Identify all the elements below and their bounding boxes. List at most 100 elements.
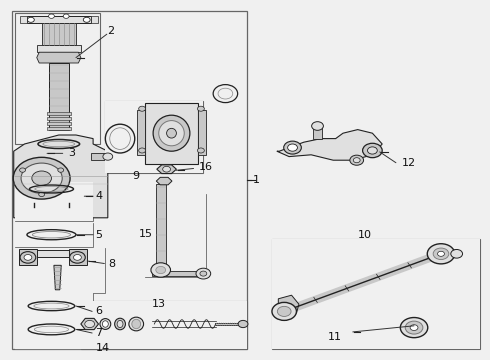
Polygon shape — [47, 112, 71, 115]
Text: 5: 5 — [96, 230, 102, 240]
Circle shape — [63, 14, 69, 18]
Circle shape — [200, 271, 207, 276]
Polygon shape — [47, 122, 71, 125]
Circle shape — [85, 320, 95, 328]
Polygon shape — [441, 248, 457, 259]
Text: 16: 16 — [198, 162, 213, 172]
Circle shape — [58, 168, 64, 172]
Circle shape — [13, 157, 70, 199]
Polygon shape — [91, 153, 110, 160]
Bar — [272, 239, 480, 349]
Polygon shape — [157, 165, 176, 174]
Polygon shape — [37, 52, 81, 63]
Circle shape — [21, 163, 62, 193]
Circle shape — [451, 249, 463, 258]
Circle shape — [350, 155, 364, 165]
Circle shape — [32, 171, 51, 185]
Circle shape — [70, 252, 85, 263]
Circle shape — [39, 192, 45, 197]
Polygon shape — [27, 16, 91, 23]
Text: 2: 2 — [107, 26, 114, 36]
Bar — [15, 182, 93, 221]
Bar — [145, 194, 206, 277]
Polygon shape — [215, 323, 243, 325]
Circle shape — [27, 17, 34, 22]
Polygon shape — [19, 249, 37, 265]
Circle shape — [405, 321, 423, 334]
Ellipse shape — [129, 317, 144, 331]
Polygon shape — [47, 117, 71, 120]
Text: 11: 11 — [328, 332, 343, 342]
Ellipse shape — [167, 129, 176, 138]
Polygon shape — [156, 184, 166, 272]
Bar — [15, 182, 93, 221]
Text: 14: 14 — [96, 343, 110, 354]
Circle shape — [196, 268, 211, 279]
Polygon shape — [69, 249, 87, 265]
Polygon shape — [20, 16, 27, 23]
Polygon shape — [14, 135, 108, 218]
Circle shape — [139, 148, 146, 153]
Polygon shape — [156, 177, 172, 185]
Polygon shape — [91, 16, 98, 23]
Polygon shape — [47, 127, 71, 130]
Ellipse shape — [132, 319, 141, 329]
Bar — [15, 223, 93, 247]
Ellipse shape — [102, 321, 108, 327]
Text: 13: 13 — [152, 299, 166, 309]
Bar — [15, 248, 105, 293]
Polygon shape — [152, 271, 203, 276]
Text: 9: 9 — [132, 171, 140, 181]
Bar — [15, 293, 93, 349]
Circle shape — [197, 106, 204, 111]
Circle shape — [272, 302, 296, 320]
Bar — [15, 13, 100, 144]
Ellipse shape — [117, 320, 123, 328]
Ellipse shape — [159, 121, 184, 146]
Bar — [15, 293, 93, 349]
Bar — [145, 194, 206, 277]
Circle shape — [438, 251, 444, 256]
Polygon shape — [81, 318, 98, 330]
Circle shape — [312, 122, 323, 130]
Circle shape — [20, 252, 36, 263]
Polygon shape — [145, 103, 198, 164]
Bar — [105, 101, 203, 173]
Text: 3: 3 — [69, 148, 75, 158]
Text: 12: 12 — [402, 158, 416, 168]
Ellipse shape — [115, 318, 125, 330]
Text: 1: 1 — [253, 175, 260, 185]
Text: 10: 10 — [358, 230, 372, 240]
Circle shape — [368, 147, 377, 154]
Polygon shape — [20, 250, 86, 257]
Circle shape — [83, 17, 90, 22]
Circle shape — [24, 255, 32, 260]
Polygon shape — [313, 126, 322, 139]
Circle shape — [363, 143, 382, 158]
Circle shape — [49, 14, 54, 18]
Bar — [105, 101, 203, 173]
Circle shape — [20, 168, 25, 172]
Polygon shape — [37, 45, 81, 52]
Ellipse shape — [153, 115, 190, 151]
Circle shape — [427, 244, 455, 264]
Polygon shape — [277, 130, 382, 160]
Circle shape — [74, 255, 81, 260]
Bar — [81, 301, 247, 349]
Text: 6: 6 — [96, 306, 102, 316]
Bar — [272, 239, 480, 349]
Polygon shape — [137, 110, 145, 155]
Circle shape — [288, 144, 297, 151]
Text: 7: 7 — [96, 328, 103, 338]
Circle shape — [410, 325, 418, 330]
Bar — [81, 301, 247, 349]
Circle shape — [156, 266, 166, 274]
Polygon shape — [42, 23, 76, 45]
Circle shape — [353, 158, 360, 163]
Ellipse shape — [100, 319, 111, 329]
Bar — [15, 223, 93, 247]
Circle shape — [433, 248, 449, 260]
Circle shape — [197, 148, 204, 153]
Circle shape — [238, 320, 248, 328]
Polygon shape — [49, 63, 69, 130]
